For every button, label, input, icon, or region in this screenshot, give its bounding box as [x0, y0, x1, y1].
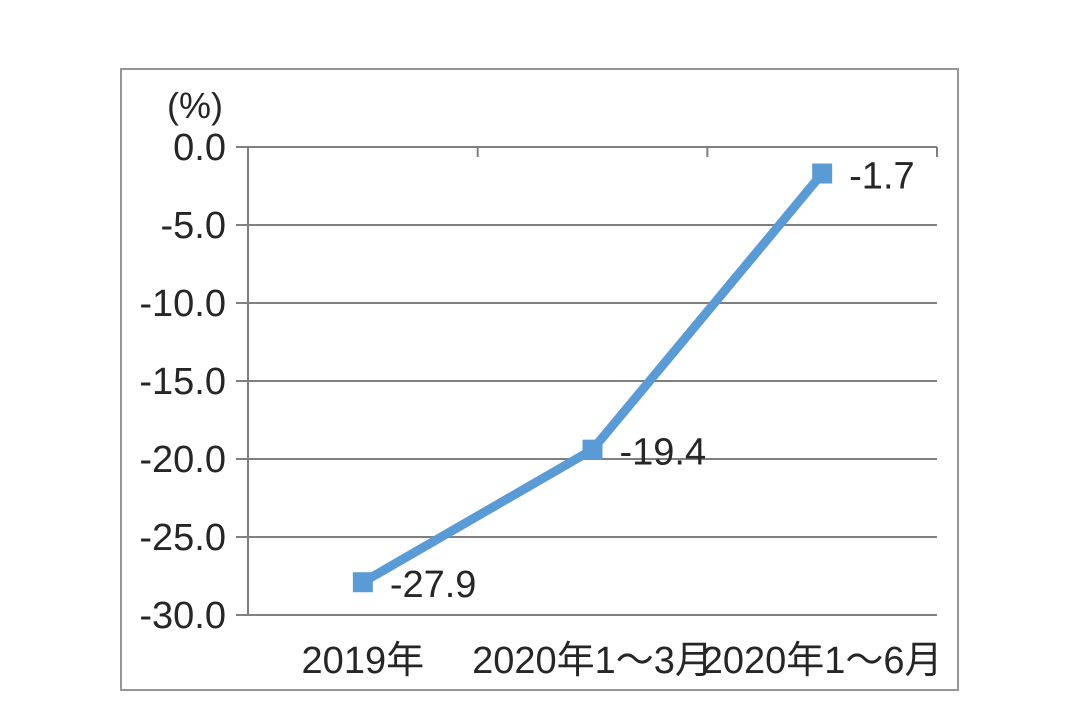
x-axis-category-label: 2020年1～3月	[472, 640, 713, 682]
y-axis-tick-label: 0.0	[173, 127, 226, 169]
y-axis-tick-label: -25.0	[139, 517, 226, 559]
x-axis-category-label: 2020年1～6月	[702, 640, 943, 682]
y-axis-tick-label: -20.0	[139, 439, 226, 481]
y-axis-unit-label: (%)	[167, 85, 223, 126]
chart-frame	[120, 68, 959, 691]
y-axis-tick-label: -15.0	[139, 361, 226, 403]
y-axis-tick-label: -10.0	[139, 283, 226, 325]
data-point-label: -1.7	[849, 156, 914, 198]
x-axis-category-label: 2019年	[302, 640, 425, 682]
y-axis-tick-label: -5.0	[161, 205, 226, 247]
y-axis-tick-label: -30.0	[139, 595, 226, 637]
data-point-label: -19.4	[620, 432, 707, 474]
data-point-marker	[812, 163, 833, 184]
data-point-marker	[582, 439, 603, 460]
data-point-marker	[352, 572, 373, 593]
data-point-label: -27.9	[390, 564, 477, 606]
